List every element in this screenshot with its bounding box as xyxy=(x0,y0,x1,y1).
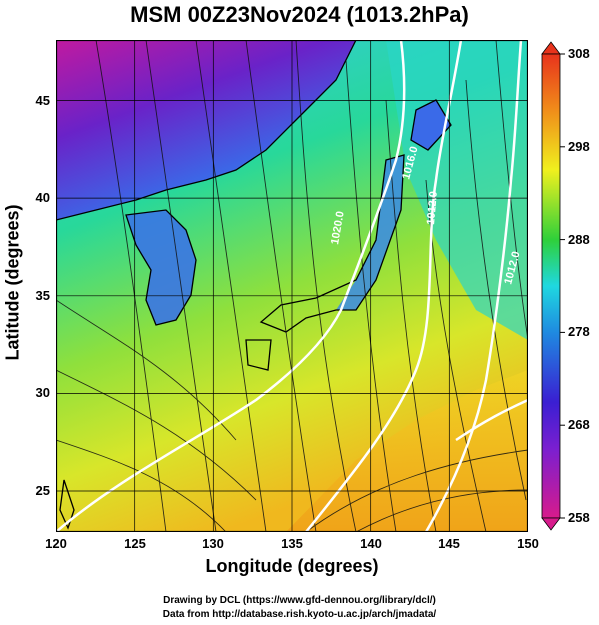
y-tick-label: 25 xyxy=(35,483,50,498)
coastlines xyxy=(55,39,452,530)
isobar-contours xyxy=(55,39,529,533)
hokkaido-region xyxy=(411,100,451,150)
colorbar-min-arrow xyxy=(541,517,561,531)
contour-label: 1020.0 xyxy=(329,210,347,245)
colorbar-tick-label: 288 xyxy=(568,232,590,247)
colorbar-tick-label: 308 xyxy=(568,46,590,61)
colorbar-gradient xyxy=(541,53,561,519)
y-tick-label: 30 xyxy=(35,385,50,400)
x-tick-label: 125 xyxy=(124,536,146,551)
graticule xyxy=(56,40,528,532)
colorbar-tick-label: 278 xyxy=(568,324,590,339)
x-tick-label: 145 xyxy=(438,536,460,551)
korea-region xyxy=(126,210,196,325)
credit-drawing: Drawing by DCL (https://www.gfd-dennou.o… xyxy=(163,595,436,606)
plot-frame xyxy=(55,39,529,533)
colorbar-tick-label: 298 xyxy=(568,139,590,154)
colorbar-scale xyxy=(541,41,565,531)
contour-label: 1012.0 xyxy=(425,191,440,226)
x-tick-label: 120 xyxy=(45,536,67,551)
temperature-map: 1020.0 1016.0 1012.0 1012.0 xyxy=(55,39,529,533)
colorbar-tick-label: 268 xyxy=(568,417,590,432)
continent-cold-region xyxy=(56,40,356,220)
honshu-region xyxy=(336,155,404,310)
y-tick-label: 45 xyxy=(35,93,50,108)
x-tick-label: 140 xyxy=(360,536,382,551)
map-plot-area: 1020.0 1016.0 1012.0 1012.0 xyxy=(55,39,529,533)
x-tick-label: 150 xyxy=(517,536,539,551)
x-tick-label: 135 xyxy=(281,536,303,551)
colorbar-tick-label: 258 xyxy=(568,510,590,525)
colorbar-max-arrow xyxy=(541,41,561,55)
map-title: MSM 00Z23Nov2024 (1013.2hPa) xyxy=(130,2,469,27)
y-tick-label: 40 xyxy=(35,190,50,205)
warm-region xyxy=(286,370,528,532)
x-axis-label: Longitude (degrees) xyxy=(205,556,379,576)
credit-data: Data from http://database.rish.kyoto-u.a… xyxy=(162,609,437,620)
y-tick-label: 35 xyxy=(35,288,50,303)
colorbar xyxy=(536,40,598,532)
y-axis-label: Latitude (degrees) xyxy=(2,204,23,361)
x-tick-label: 130 xyxy=(202,536,224,551)
